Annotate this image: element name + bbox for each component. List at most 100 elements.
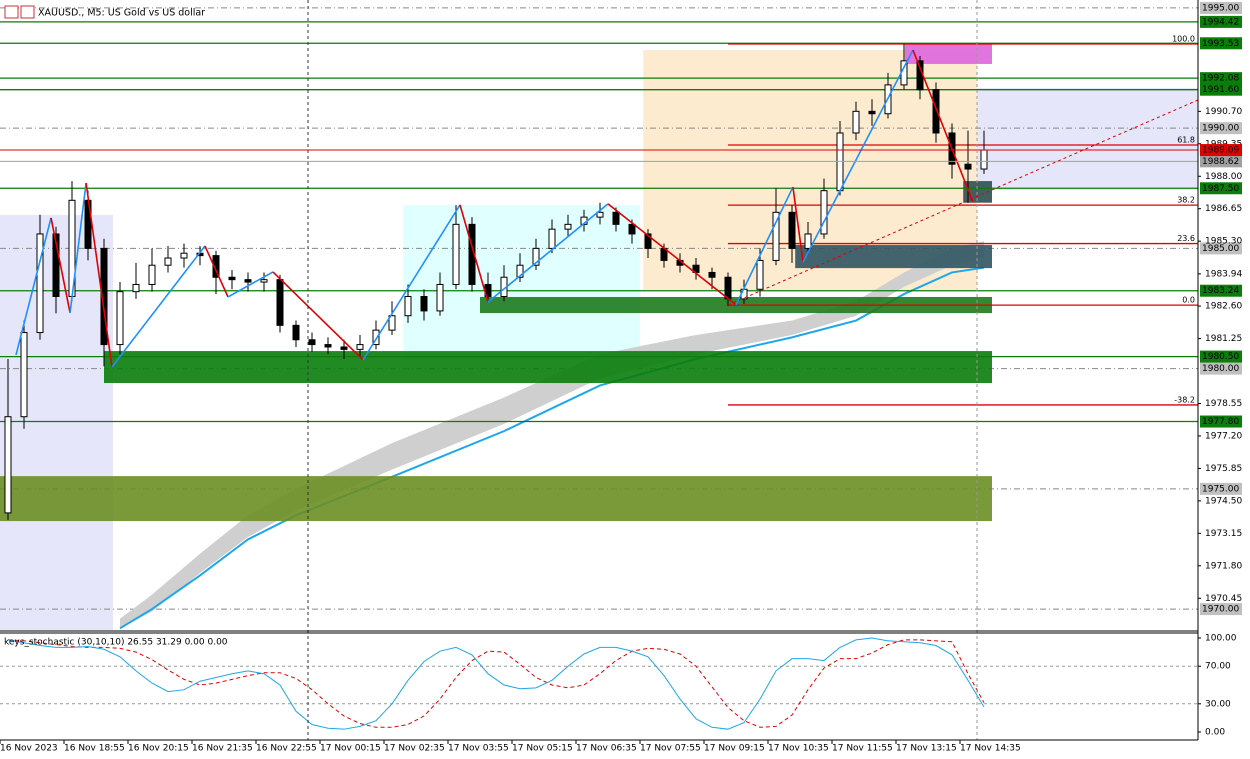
zigzag-segment [459, 204, 489, 303]
candle-body [548, 228, 556, 249]
zone [0, 476, 992, 522]
candle-body [964, 163, 972, 170]
candle-body [596, 211, 604, 218]
level-label: 1987.50 [1202, 184, 1239, 194]
candle-body [308, 339, 316, 346]
ma-band [120, 594, 152, 629]
axis-label: 1975.00 [1202, 484, 1239, 494]
candle-body [372, 329, 380, 346]
level-label: 1991.60 [1202, 85, 1239, 95]
level-label-bg [1200, 37, 1242, 50]
x-tick-label: 17 Nov 07:55 [640, 744, 701, 754]
x-tick-label: 17 Nov 13:15 [896, 744, 957, 754]
y-tick-label: 1973.15 [1205, 529, 1242, 539]
indicator-label: keys_stochastic (30,10,10) 26.55 31.29 0… [4, 638, 228, 648]
zone [795, 245, 992, 269]
level-label-bg [1200, 83, 1242, 96]
y-tick-label: 1986.65 [1205, 204, 1242, 214]
candle-body [980, 149, 988, 170]
candle-body [756, 259, 764, 290]
x-tick-label: 17 Nov 06:35 [576, 744, 637, 754]
bid-label: 1989.09 [1202, 146, 1239, 156]
x-tick-label: 17 Nov 09:15 [704, 744, 765, 754]
chart-icon [20, 5, 35, 19]
y-tick-label: 1988.00 [1205, 172, 1242, 182]
level-label: 1992.08 [1202, 74, 1239, 84]
candle-body [116, 291, 124, 346]
candle-body [932, 89, 940, 134]
level-label-bg [1200, 15, 1242, 28]
main-layer: 100.0 61.8 38.2 23.6 0.0 -38.2 [0, 21, 1198, 730]
candle-body [356, 344, 364, 350]
zigzag-segment [792, 186, 804, 263]
axis-label-bg [1200, 122, 1242, 135]
candle-body [868, 110, 876, 115]
candle-body [52, 233, 60, 297]
y-tick-label: 1975.85 [1205, 464, 1242, 474]
x-tick-label: 17 Nov 05:15 [512, 744, 573, 754]
candle-body [644, 233, 652, 249]
axis-label-bg [1200, 482, 1242, 495]
fib-label: 23.6 [1177, 234, 1195, 243]
axis-label: 1995.00 [1202, 3, 1239, 13]
zigzag-segment [50, 217, 71, 313]
level-label: 1980.50 [1202, 352, 1239, 362]
candle-body [36, 233, 44, 334]
candle-body [148, 264, 156, 285]
level-label: 1977.80 [1202, 417, 1239, 427]
zigzag-segment [69, 182, 87, 313]
zigzag-segment [912, 49, 974, 203]
candle-body [212, 255, 220, 278]
level-label-bg [1200, 72, 1242, 85]
level-label-bg [1200, 415, 1242, 428]
y-tick-label: 1981.25 [1205, 334, 1242, 344]
axis-label-bg [1200, 242, 1242, 255]
x-tick-label: 17 Nov 14:35 [960, 744, 1021, 754]
axis-label: 1985.00 [1202, 244, 1239, 254]
candle-body [628, 223, 636, 235]
ma-band [392, 397, 504, 470]
candle-body [724, 276, 732, 300]
y-tick-label: 1978.55 [1205, 399, 1242, 409]
candle-body [340, 346, 348, 350]
candle-body [820, 190, 828, 235]
stochastic-k [7, 637, 985, 730]
candle-body [436, 283, 444, 312]
y-tick-label: 1970.45 [1205, 594, 1242, 604]
zone [976, 88, 1199, 190]
y-tick-label: 70.00 [1205, 662, 1231, 672]
zigzag-segment [111, 245, 206, 368]
candle-body [788, 211, 796, 249]
candle-body [4, 416, 12, 514]
y-tick-label: 30.00 [1205, 699, 1231, 709]
chart-icon [4, 5, 19, 19]
zigzag-segment [204, 245, 229, 298]
stochastic-d [7, 639, 985, 728]
candle-body [804, 233, 812, 249]
axis-label: 1970.00 [1202, 605, 1239, 615]
axis-label-bg [1200, 362, 1242, 375]
x-tick-label: 17 Nov 10:35 [768, 744, 829, 754]
zigzag-segment [735, 186, 794, 306]
candle-body [260, 279, 268, 283]
x-tick-label: 16 Nov 21:35 [192, 744, 253, 754]
trend-line [727, 99, 1199, 306]
candle-body [404, 295, 412, 317]
zigzag-segment [272, 271, 364, 361]
zone [403, 205, 640, 361]
fib-label: 38.2 [1177, 196, 1195, 205]
fib-label: -38.2 [1174, 395, 1195, 404]
ma-band [200, 515, 248, 574]
level-label: 1994.42 [1202, 17, 1239, 27]
ma-band [696, 320, 792, 355]
zone [904, 44, 992, 64]
candle-body [452, 223, 460, 285]
y-tick-label: 1990.70 [1205, 107, 1242, 117]
y-tick-label: 100.00 [1205, 634, 1237, 644]
candle-body [132, 283, 140, 293]
level-label-bg [1200, 284, 1242, 297]
candle-body [532, 247, 540, 266]
y-tick-label: 1977.20 [1205, 431, 1242, 441]
